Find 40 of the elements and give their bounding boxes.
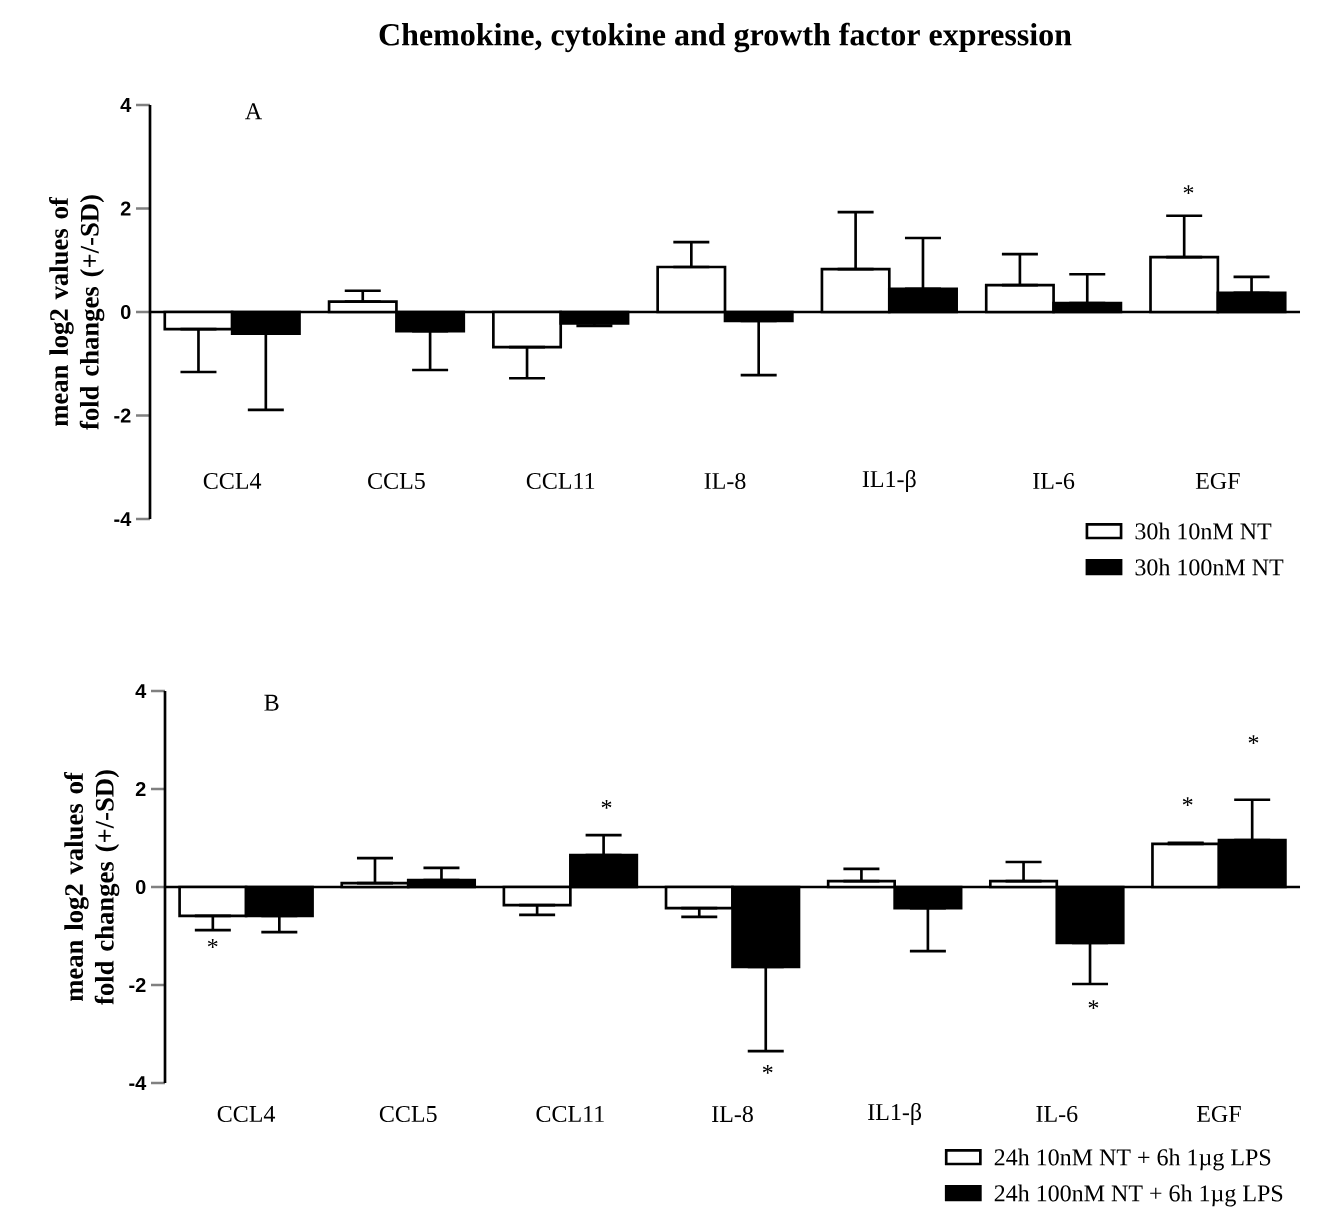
x-tick-label: EGF [1196,1105,1241,1123]
annotation: * [762,1064,773,1074]
annotation: * [1183,185,1194,195]
x-tick-label: IL-6 [1033,472,1075,490]
x-tick-label: EGF [1195,472,1240,490]
x-tick-label: CCL11 [526,472,595,490]
annotation: * [1248,735,1259,745]
annotation: B [264,694,279,711]
y-tick-label: 4 [120,98,132,112]
annotation: * [1088,1000,1099,1010]
y-tick-label: 4 [135,684,147,698]
y-tick-label: -2 [114,408,131,423]
x-tick-label: CCL11 [536,1105,604,1123]
chart-title: Chemokine, cytokine and growth factor expression [379,22,1072,53]
x-tick-label: IL-8 [712,1105,753,1123]
x-tick-label: CCL4 [203,472,262,490]
x-tick-label: IL-6 [1036,1105,1078,1123]
annotation: * [207,939,218,948]
y-tick-label: -2 [129,978,146,992]
annotation: * [601,799,612,809]
y-tick-label: 0 [135,879,146,895]
legend-label: 24h 10nM NT + 6h 1µg LPS [994,1148,1271,1171]
legend-label: 24h 100nM NT + 6h 1µg LPS [994,1184,1283,1207]
annotation: * [1182,797,1193,807]
legend-label: 30h 10nM NT [1135,522,1272,540]
y-tick-label: -4 [129,1076,147,1090]
y-axis-title: mean log2 values of fold changes (+/-SD) [64,770,120,1005]
annotation: A [245,103,262,120]
y-tick-label: 2 [135,782,146,796]
legend-label: 30h 100nM NT [1135,558,1284,576]
x-tick-label: CCL5 [368,472,425,490]
y-axis-title: mean log2 values of fold changes (+/-SD) [49,195,105,430]
y-tick-label: 2 [120,201,131,216]
y-tick-label: 0 [120,304,131,320]
x-tick-label: IL1-β [868,1103,922,1126]
y-tick-label: -4 [114,512,132,526]
x-tick-label: CCL5 [379,1105,437,1123]
x-tick-label: IL-8 [704,472,746,490]
x-tick-label: CCL4 [217,1105,276,1123]
x-tick-label: IL1-β [862,470,916,492]
